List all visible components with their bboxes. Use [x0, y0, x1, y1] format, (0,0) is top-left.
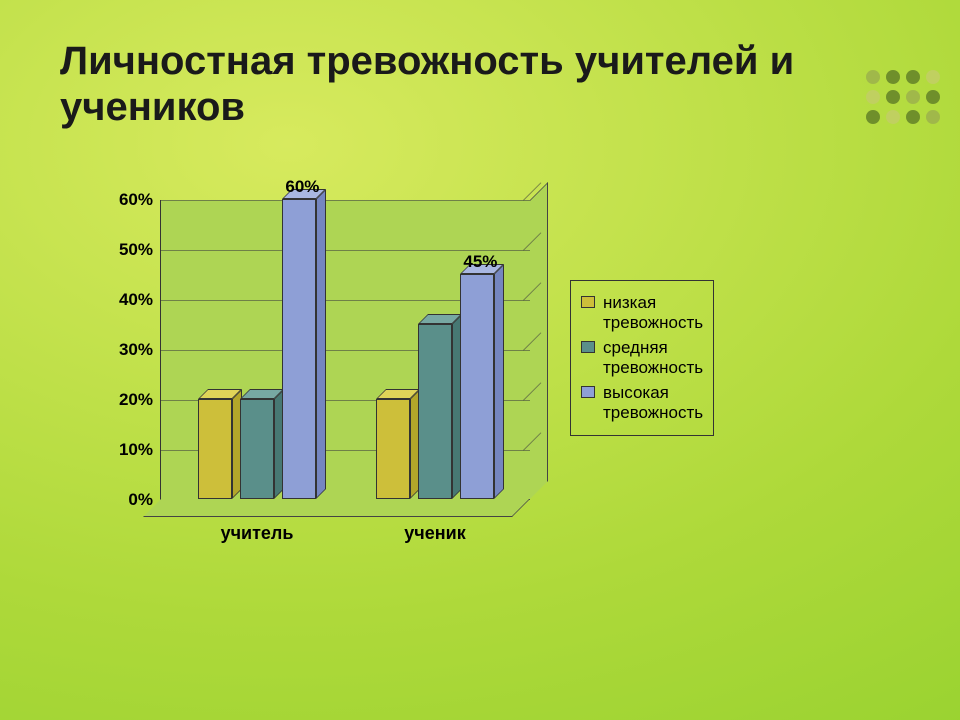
legend-label: низкаятревожность	[603, 293, 703, 334]
dot	[886, 90, 900, 104]
bar-front	[198, 399, 232, 499]
y-tick-label: 50%	[119, 240, 153, 260]
bar-side	[494, 264, 504, 499]
y-tick-label: 30%	[119, 340, 153, 360]
legend-swatch	[581, 341, 595, 353]
dot	[926, 110, 940, 124]
dot	[866, 70, 880, 84]
dot-row	[866, 110, 940, 124]
bar	[240, 399, 274, 499]
chart-area: 0%10%20%30%40%50%60%учитель60%ученик45% …	[90, 190, 770, 570]
dot	[866, 110, 880, 124]
dot-row	[866, 90, 940, 104]
bar-value-label: 60%	[285, 177, 319, 197]
legend-item: средняятревожность	[581, 338, 703, 379]
bar-front	[460, 274, 494, 499]
decorative-dots	[866, 70, 940, 130]
slide-title: Личностная тревожность учителей и ученик…	[60, 38, 960, 130]
bar-value-label: 45%	[463, 252, 497, 272]
bar-front	[376, 399, 410, 499]
dot	[886, 70, 900, 84]
chart-floor	[143, 499, 530, 517]
bar	[198, 399, 232, 499]
chart-plot: 0%10%20%30%40%50%60%учитель60%ученик45%	[160, 200, 530, 500]
chart-legend: низкаятревожностьсредняятревожностьвысок…	[570, 280, 714, 436]
x-tick-label: ученик	[404, 523, 465, 544]
bar-front	[240, 399, 274, 499]
slide: Личностная тревожность учителей и ученик…	[0, 0, 960, 720]
dot	[926, 70, 940, 84]
dot	[886, 110, 900, 124]
y-tick-label: 60%	[119, 190, 153, 210]
bar-front	[418, 324, 452, 499]
bar-front	[282, 199, 316, 499]
gridline	[161, 250, 530, 251]
y-tick-label: 40%	[119, 290, 153, 310]
legend-label: средняятревожность	[603, 338, 703, 379]
legend-item: низкаятревожность	[581, 293, 703, 334]
bar	[418, 324, 452, 499]
legend-swatch	[581, 386, 595, 398]
dot	[866, 90, 880, 104]
y-tick-label: 10%	[119, 440, 153, 460]
y-tick-label: 0%	[128, 490, 153, 510]
x-tick-label: учитель	[221, 523, 294, 544]
dot	[906, 110, 920, 124]
bar: 60%	[282, 199, 316, 499]
dot	[906, 90, 920, 104]
bar	[376, 399, 410, 499]
y-tick-label: 20%	[119, 390, 153, 410]
dot	[906, 70, 920, 84]
dot-row	[866, 70, 940, 84]
legend-swatch	[581, 296, 595, 308]
gridline	[161, 200, 530, 201]
dot	[926, 90, 940, 104]
legend-item: высокаятревожность	[581, 383, 703, 424]
legend-label: высокаятревожность	[603, 383, 703, 424]
bar: 45%	[460, 274, 494, 499]
bar-side	[316, 189, 326, 499]
